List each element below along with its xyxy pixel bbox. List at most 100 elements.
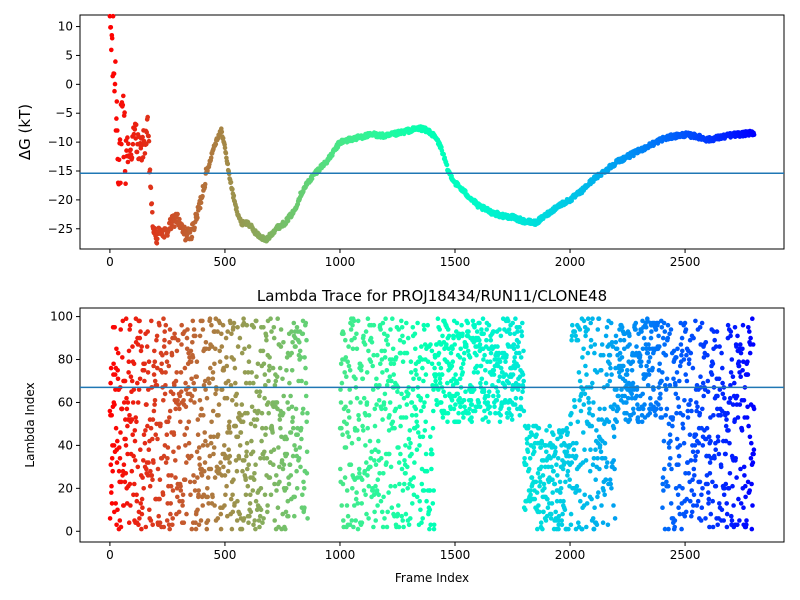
lambda-point — [663, 352, 669, 358]
lambda-point — [262, 492, 268, 498]
lambda-point — [422, 400, 427, 405]
lambda-point — [638, 363, 644, 369]
lambda-point — [246, 462, 251, 468]
lambda-point — [354, 490, 359, 495]
lambda-point — [675, 492, 681, 498]
lambda-point — [407, 428, 413, 433]
lambda-point — [167, 526, 172, 532]
lambda-point — [734, 393, 740, 399]
lambda-point — [395, 511, 401, 517]
lambda-point — [640, 406, 646, 412]
lambda-point — [614, 346, 620, 352]
lambda-point — [252, 423, 258, 429]
lambda-point — [688, 398, 693, 403]
lambda-point — [115, 376, 121, 382]
dg-point — [219, 129, 225, 135]
lambda-point — [579, 526, 585, 532]
lambda-point — [191, 380, 196, 386]
lambda-point — [280, 410, 286, 416]
lambda-point — [656, 402, 661, 407]
lambda-point — [258, 486, 264, 491]
lambda-point — [139, 344, 144, 349]
lambda-point — [253, 498, 259, 504]
lambda-point — [283, 509, 289, 515]
lambda-point — [200, 503, 205, 508]
lambda-point — [370, 363, 376, 369]
lambda-point — [108, 380, 113, 386]
lambda-point — [456, 410, 461, 416]
lambda-point — [284, 368, 289, 373]
lambda-point — [430, 501, 436, 506]
lambda-point — [421, 378, 426, 384]
lambda-point — [619, 368, 625, 373]
lambda-point — [641, 335, 647, 341]
lambda-point — [288, 393, 293, 399]
lambda-point — [674, 370, 680, 375]
lambda-point — [679, 526, 684, 532]
lambda-point — [683, 509, 689, 515]
lambda-point — [151, 372, 157, 377]
lambda-point — [554, 462, 559, 468]
lambda-point — [380, 320, 386, 326]
lambda-point — [622, 393, 627, 399]
lambda-point — [467, 355, 473, 360]
lambda-point — [619, 355, 625, 360]
lambda-point — [138, 329, 143, 334]
lambda-point — [552, 481, 558, 487]
lambda-plot: Lambda Trace for PROJ18434/RUN11/CLONE48… — [23, 287, 785, 585]
lambda-point — [613, 333, 619, 339]
lambda-point — [165, 419, 171, 425]
lambda-point — [646, 342, 651, 347]
lambda-point — [249, 370, 254, 375]
lambda-point — [453, 372, 458, 377]
lambda-point — [622, 378, 628, 384]
lambda-point — [517, 350, 522, 356]
lambda-point — [371, 322, 377, 328]
lambda-point — [634, 344, 639, 349]
lambda-point — [491, 372, 497, 377]
lambda-point — [236, 456, 242, 461]
lambda-point — [356, 436, 362, 442]
lambda-point — [343, 355, 349, 360]
lambda-point — [462, 404, 467, 410]
dg-point — [150, 210, 155, 215]
lambda-point — [179, 389, 184, 395]
lambda-point — [490, 383, 495, 388]
lambda-point — [162, 391, 168, 397]
lambda-point — [666, 526, 671, 532]
lambda-point — [141, 432, 147, 438]
lambda-point — [146, 447, 152, 453]
lambda-point — [710, 361, 716, 367]
lambda-point — [230, 509, 236, 515]
lambda-point — [640, 391, 645, 397]
lambda-plot-title: Lambda Trace for PROJ18434/RUN11/CLONE48 — [257, 287, 607, 305]
lambda-point — [167, 415, 172, 420]
lambda-point — [637, 352, 643, 358]
lambda-point — [234, 518, 240, 523]
lambda-point — [126, 348, 132, 354]
lambda-point — [200, 327, 206, 332]
lambda-point — [690, 449, 696, 455]
lambda-point — [267, 363, 272, 369]
lambda-point — [291, 320, 297, 326]
lambda-point — [625, 368, 630, 373]
lambda-point — [289, 368, 295, 373]
lambda-point — [274, 374, 280, 380]
lambda-point — [659, 378, 664, 384]
x-tick-label: 2500 — [670, 548, 701, 562]
lambda-point — [676, 453, 682, 459]
lambda-point — [166, 522, 172, 528]
lambda-point — [662, 466, 667, 472]
lambda-point — [509, 417, 515, 422]
lambda-point — [592, 505, 597, 511]
dg-point — [107, 13, 113, 19]
lambda-point — [163, 370, 168, 375]
lambda-point — [723, 438, 729, 444]
lambda-point — [691, 492, 697, 498]
lambda-point — [196, 492, 201, 498]
dg-point — [146, 138, 152, 144]
lambda-point — [338, 361, 344, 367]
lambda-point — [245, 370, 251, 375]
lambda-point — [712, 337, 717, 343]
lambda-point — [599, 417, 604, 422]
